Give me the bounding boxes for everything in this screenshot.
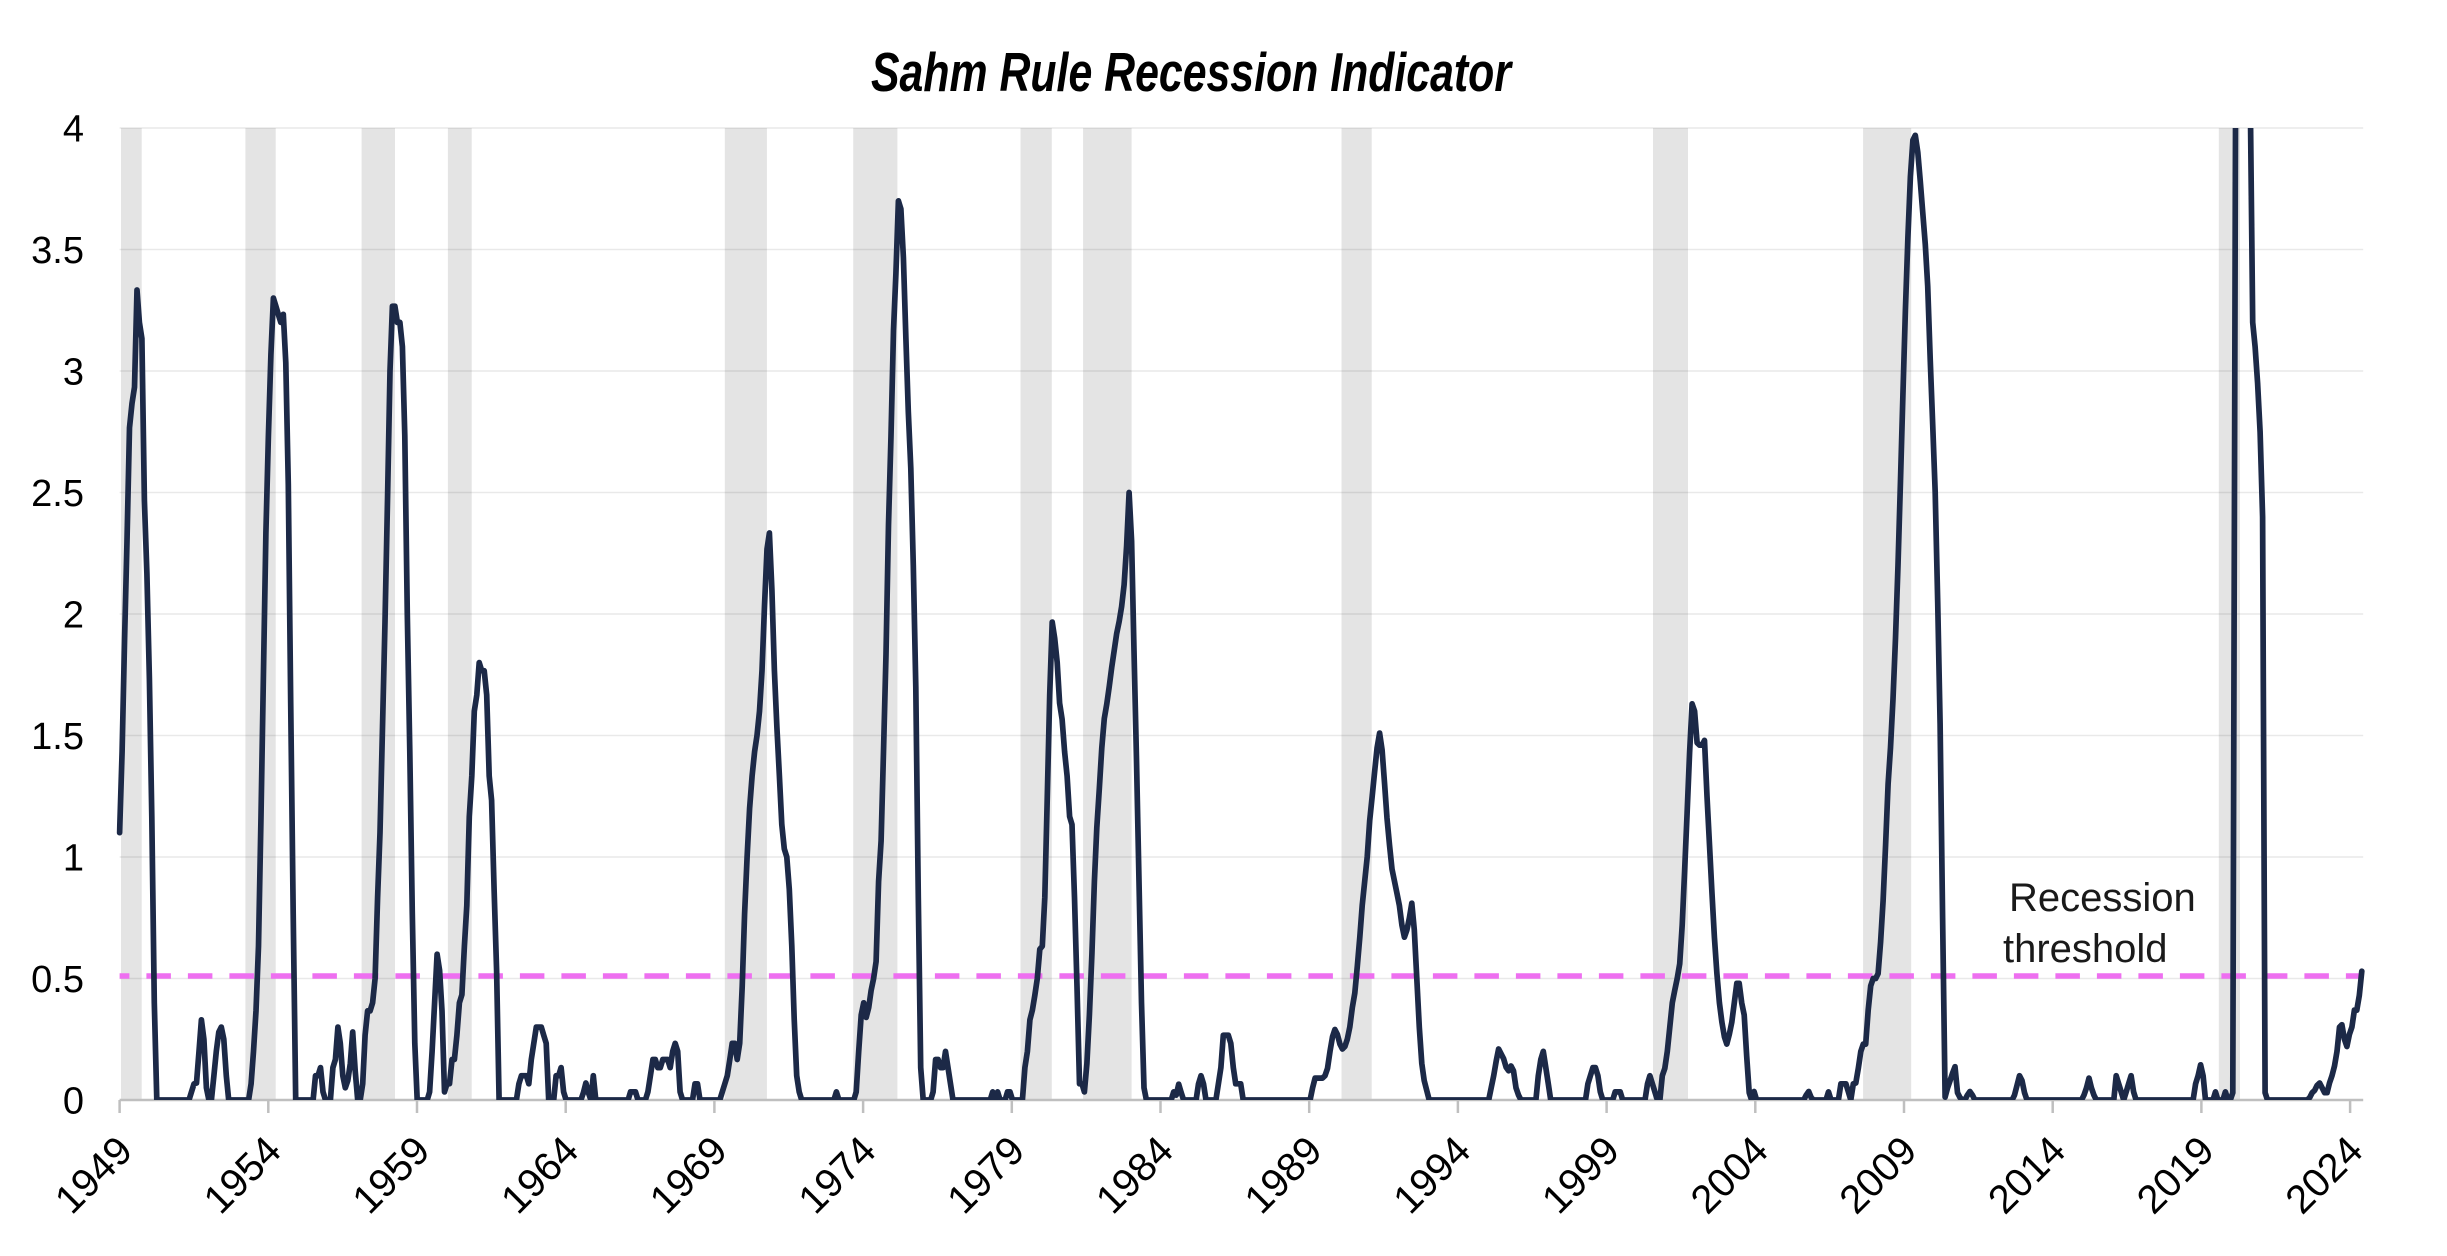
svg-text:2: 2 xyxy=(63,594,84,636)
svg-text:4: 4 xyxy=(63,108,84,150)
svg-text:3.5: 3.5 xyxy=(31,230,84,272)
svg-text:3: 3 xyxy=(63,351,84,393)
svg-text:0: 0 xyxy=(63,1080,84,1122)
svg-text:1.5: 1.5 xyxy=(31,716,84,758)
svg-text:0.5: 0.5 xyxy=(31,959,84,1001)
svg-text:2.5: 2.5 xyxy=(31,473,84,515)
svg-text:Recession: Recession xyxy=(2009,876,2196,920)
svg-text:1: 1 xyxy=(63,837,84,879)
svg-text:threshold: threshold xyxy=(2003,927,2168,971)
svg-text:Sahm Rule Recession Indicator: Sahm Rule Recession Indicator xyxy=(871,41,1513,103)
